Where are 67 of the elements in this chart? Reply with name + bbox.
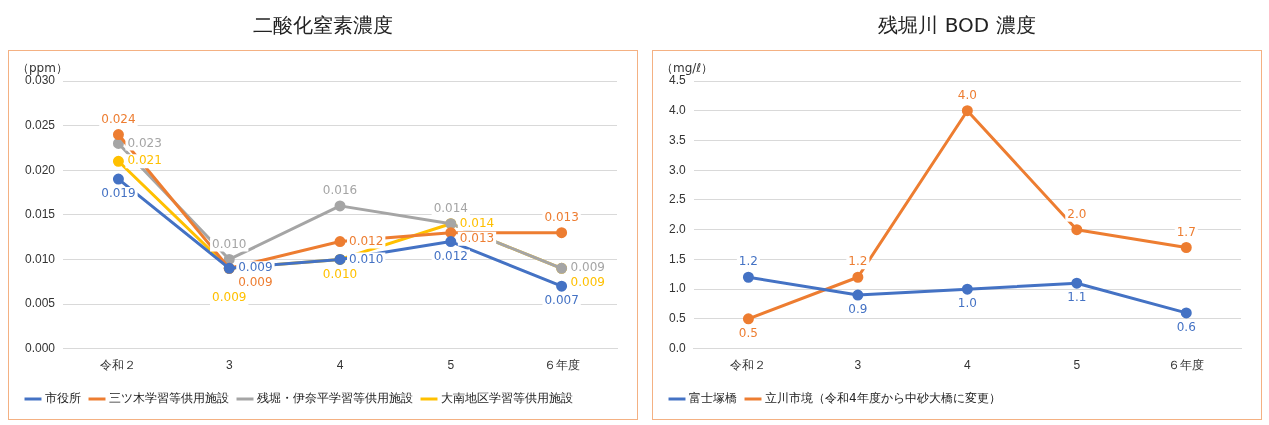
data-label: 0.014	[433, 200, 468, 215]
data-label: 4.0	[957, 87, 977, 102]
legend-label: 大南地区学習等供用施設	[441, 391, 573, 406]
data-label: 1.2	[738, 254, 758, 269]
data-label: 0.013	[459, 230, 495, 245]
data-label: 0.9	[848, 302, 868, 317]
data-label: 1.0	[957, 296, 977, 311]
y-tick-label: 0.5	[668, 311, 686, 326]
x-tick-label: 令和２	[100, 358, 137, 373]
x-tick-label: 4	[964, 358, 971, 373]
data-label: 0.010	[322, 266, 358, 281]
y-tick-label: 0.020	[25, 162, 56, 177]
y-axis-title: （mg/ℓ）	[661, 61, 714, 76]
legend-label: 市役所	[45, 391, 81, 406]
y-tick-label: 0.000	[25, 340, 56, 355]
x-tick-label: 5	[447, 358, 455, 373]
data-label: 0.024	[101, 111, 136, 126]
data-label: 1.7	[1176, 224, 1196, 239]
data-label: 0.6	[1176, 320, 1196, 335]
y-tick-label: 0.015	[25, 207, 56, 222]
y-tick-label: 0.025	[25, 117, 56, 132]
data-label: 1.2	[848, 254, 868, 269]
y-axis-title: （ppm）	[17, 61, 68, 76]
y-tick-label: 1.0	[668, 281, 686, 296]
data-label: 1.1	[1067, 290, 1087, 305]
y-tick-label: 4.5	[668, 73, 686, 88]
data-label: 0.009	[212, 290, 247, 305]
data-label: 0.023	[127, 135, 162, 150]
y-tick-label: 0.010	[25, 251, 56, 266]
x-tick-label: 3	[854, 358, 862, 373]
data-label: 0.009	[570, 275, 605, 290]
y-tick-label: 3.5	[668, 132, 686, 147]
y-tick-label: 1.5	[668, 251, 686, 266]
chart-title: 二酸化窒素濃度	[253, 12, 393, 39]
y-tick-label: 3.0	[668, 162, 686, 177]
chart-title: 残堀川 BOD 濃度	[878, 12, 1036, 39]
data-label: 0.016	[322, 183, 358, 198]
data-label: 2.0	[1067, 206, 1087, 221]
data-label: 0.012	[433, 248, 468, 263]
y-tick-label: 2.5	[668, 192, 686, 207]
data-label: 0.010	[349, 251, 384, 266]
data-label: 0.007	[544, 293, 579, 308]
data-label: 0.010	[212, 236, 247, 251]
data-label: 0.014	[459, 215, 495, 230]
legend-label: 立川市境（令和4年度から中砂大橋に変更）	[765, 391, 1001, 406]
x-tick-label: 令和２	[730, 358, 767, 373]
legend-label: 残堀・伊奈平学習等供用施設	[257, 391, 413, 406]
data-label: 0.012	[349, 233, 384, 248]
x-tick-label: ６年度	[1168, 358, 1205, 373]
data-label: 0.019	[101, 186, 136, 201]
data-label: 0.009	[238, 275, 273, 290]
y-tick-label: 0.0	[668, 340, 686, 355]
data-label: 0.013	[544, 209, 579, 224]
x-tick-label: 5	[1073, 358, 1081, 373]
y-tick-label: 2.0	[668, 221, 686, 236]
x-tick-label: ６年度	[543, 358, 580, 373]
data-label: 0.009	[570, 260, 605, 275]
y-tick-label: 4.0	[668, 103, 686, 118]
x-tick-label: 3	[225, 358, 233, 373]
data-label: 0.5	[738, 325, 758, 340]
legend-label: 三ツ木学習等供用施設	[109, 391, 229, 406]
y-tick-label: 0.005	[25, 296, 56, 311]
legend-label: 富士塚橋	[689, 391, 737, 406]
data-label: 0.009	[238, 260, 273, 275]
y-tick-label: 0.030	[25, 73, 56, 88]
x-tick-label: 4	[336, 358, 344, 373]
data-label: 0.021	[127, 153, 162, 168]
